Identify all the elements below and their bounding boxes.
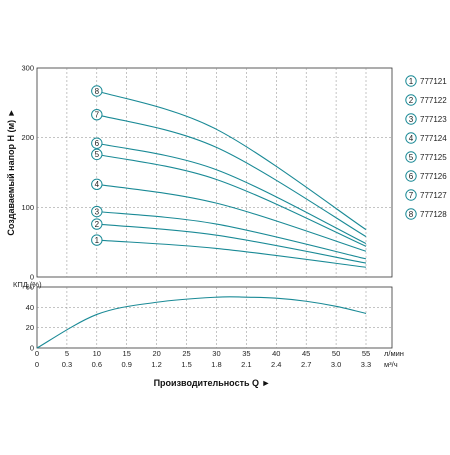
x-tick-label-lmin: 30 [212, 349, 220, 358]
curve-marker-3 [91, 205, 103, 218]
legend-marker-number: 3 [409, 115, 414, 124]
x-tick-label-m3h: 2.1 [241, 360, 251, 369]
curve-marker-4 [91, 178, 103, 191]
legend-marker-6 [405, 170, 417, 182]
curve-marker-number: 6 [95, 139, 100, 148]
efficiency-y-tick-label: 40 [26, 303, 34, 312]
head-y-tick-label: 200 [21, 133, 34, 142]
curve-marker-7 [91, 108, 103, 121]
x-tick-label-lmin: 55 [362, 349, 370, 358]
head-curve-777124 [96, 183, 367, 252]
x-tick-label-lmin: 50 [332, 349, 340, 358]
x-tick-label-m3h: 1.8 [211, 360, 221, 369]
x-tick-label-lmin: 0 [35, 349, 39, 358]
x-tick-label-m3h: 3.3 [361, 360, 371, 369]
legend-marker-2 [405, 94, 417, 106]
efficiency-curve-line [36, 296, 367, 349]
efficiency-y-tick-label: 0 [30, 344, 34, 353]
legend-marker-3 [405, 113, 417, 125]
x-tick-label-lmin: 5 [65, 349, 69, 358]
head-y-tick-label: 0 [30, 273, 34, 282]
curve-marker-6 [91, 137, 103, 149]
curve-marker-8 [91, 85, 103, 97]
x-tick-label-lmin: 25 [182, 349, 190, 358]
head-curve-777122 [96, 223, 367, 264]
legend-marker-5 [405, 151, 417, 163]
legend-marker-number: 7 [409, 191, 414, 200]
legend-marker-number: 5 [409, 153, 414, 162]
x-axis-ticks: 0 0 5 0.3 10 0.6 15 0.9 20 1.2 25 1.5 30 1.8 35 2.1 40 2.… [35, 349, 371, 369]
x-tick-label-lmin: 15 [123, 349, 131, 358]
legend: 1 777121 2 777122 3 777123 4 777124 5 777125 6 7771… [405, 75, 447, 220]
x-tick-label-m3h: 0.3 [62, 360, 72, 369]
legend-label: 777127 [420, 191, 447, 200]
legend-marker-4 [405, 132, 417, 144]
x-tick-label-m3h: 1.2 [151, 360, 161, 369]
x-tick-label-lmin: 45 [302, 349, 310, 358]
x-tick-label-lmin: 35 [242, 349, 250, 358]
curve-marker-number: 8 [95, 87, 100, 96]
head-y-tick-label: 100 [21, 203, 34, 212]
plot-frame [36, 67, 393, 278]
head-y-tick-label: 300 [21, 64, 34, 73]
head-curve-777126 [96, 142, 367, 245]
efficiency-y-tick-label: 20 [26, 323, 34, 332]
head-y-ticks: 0 100 200 300 [21, 64, 34, 282]
x-tick-label-lmin: 40 [272, 349, 280, 358]
legend-marker-8 [405, 208, 417, 220]
legend-marker-number: 8 [409, 210, 414, 219]
head-curve-777127 [96, 114, 367, 238]
head-grid [36, 67, 393, 278]
legend-label: 777123 [420, 115, 447, 124]
x-tick-label-m3h: 0.9 [122, 360, 132, 369]
unit-m3h-label: м³/ч [384, 360, 398, 369]
legend-marker-1 [405, 75, 417, 87]
x-axis-title: Производительность Q ► [154, 378, 271, 388]
unit-lmin-label: л/мин [384, 349, 404, 358]
x-tick-label-m3h: 2.4 [271, 360, 281, 369]
plot-frame [36, 286, 393, 349]
x-tick-label-m3h: 2.7 [301, 360, 311, 369]
curve-marker-number: 3 [95, 207, 100, 216]
head-curve-777128 [96, 90, 367, 231]
legend-label: 777125 [420, 153, 447, 162]
curve-marker-number: 1 [95, 236, 100, 245]
curve-marker-number: 4 [95, 180, 100, 189]
legend-label: 777121 [420, 77, 447, 86]
efficiency-grid [36, 286, 393, 349]
legend-marker-number: 2 [409, 96, 414, 105]
efficiency-y-tick-label: 60 [26, 283, 34, 292]
efficiency-y-ticks: 0 20 40 60 [26, 283, 34, 353]
curve-marker-number: 2 [95, 220, 100, 229]
legend-marker-number: 6 [409, 172, 414, 181]
x-tick-label-m3h: 1.5 [181, 360, 191, 369]
efficiency-curve [36, 296, 367, 349]
legend-marker-number: 1 [409, 77, 414, 86]
legend-label: 777122 [420, 96, 447, 105]
x-tick-label-m3h: 0 [35, 360, 39, 369]
legend-label: 777126 [420, 172, 447, 181]
x-tick-label-lmin: 20 [152, 349, 160, 358]
head-curve-777125 [96, 153, 367, 247]
curve-marker-number: 7 [95, 110, 100, 119]
curve-marker-number: 5 [95, 150, 100, 159]
eff-axis-title: КПД (%) [13, 280, 42, 289]
head-curves: 1 2 3 4 5 6 7 8 [91, 85, 367, 268]
curve-marker-2 [91, 218, 103, 230]
legend-marker-number: 4 [409, 134, 414, 143]
x-tick-label-m3h: 3.0 [331, 360, 341, 369]
x-tick-label-lmin: 10 [93, 349, 101, 358]
head-curve-777123 [96, 210, 367, 260]
head-curve-777121 [96, 239, 367, 268]
legend-marker-7 [405, 189, 417, 201]
curve-marker-1 [91, 234, 103, 246]
legend-label: 777128 [420, 210, 447, 219]
x-tick-label-m3h: 0.6 [92, 360, 102, 369]
head-axis-title: Создаваемый напор H (м) ► [6, 108, 16, 235]
curve-marker-5 [91, 148, 103, 161]
legend-label: 777124 [420, 134, 447, 143]
